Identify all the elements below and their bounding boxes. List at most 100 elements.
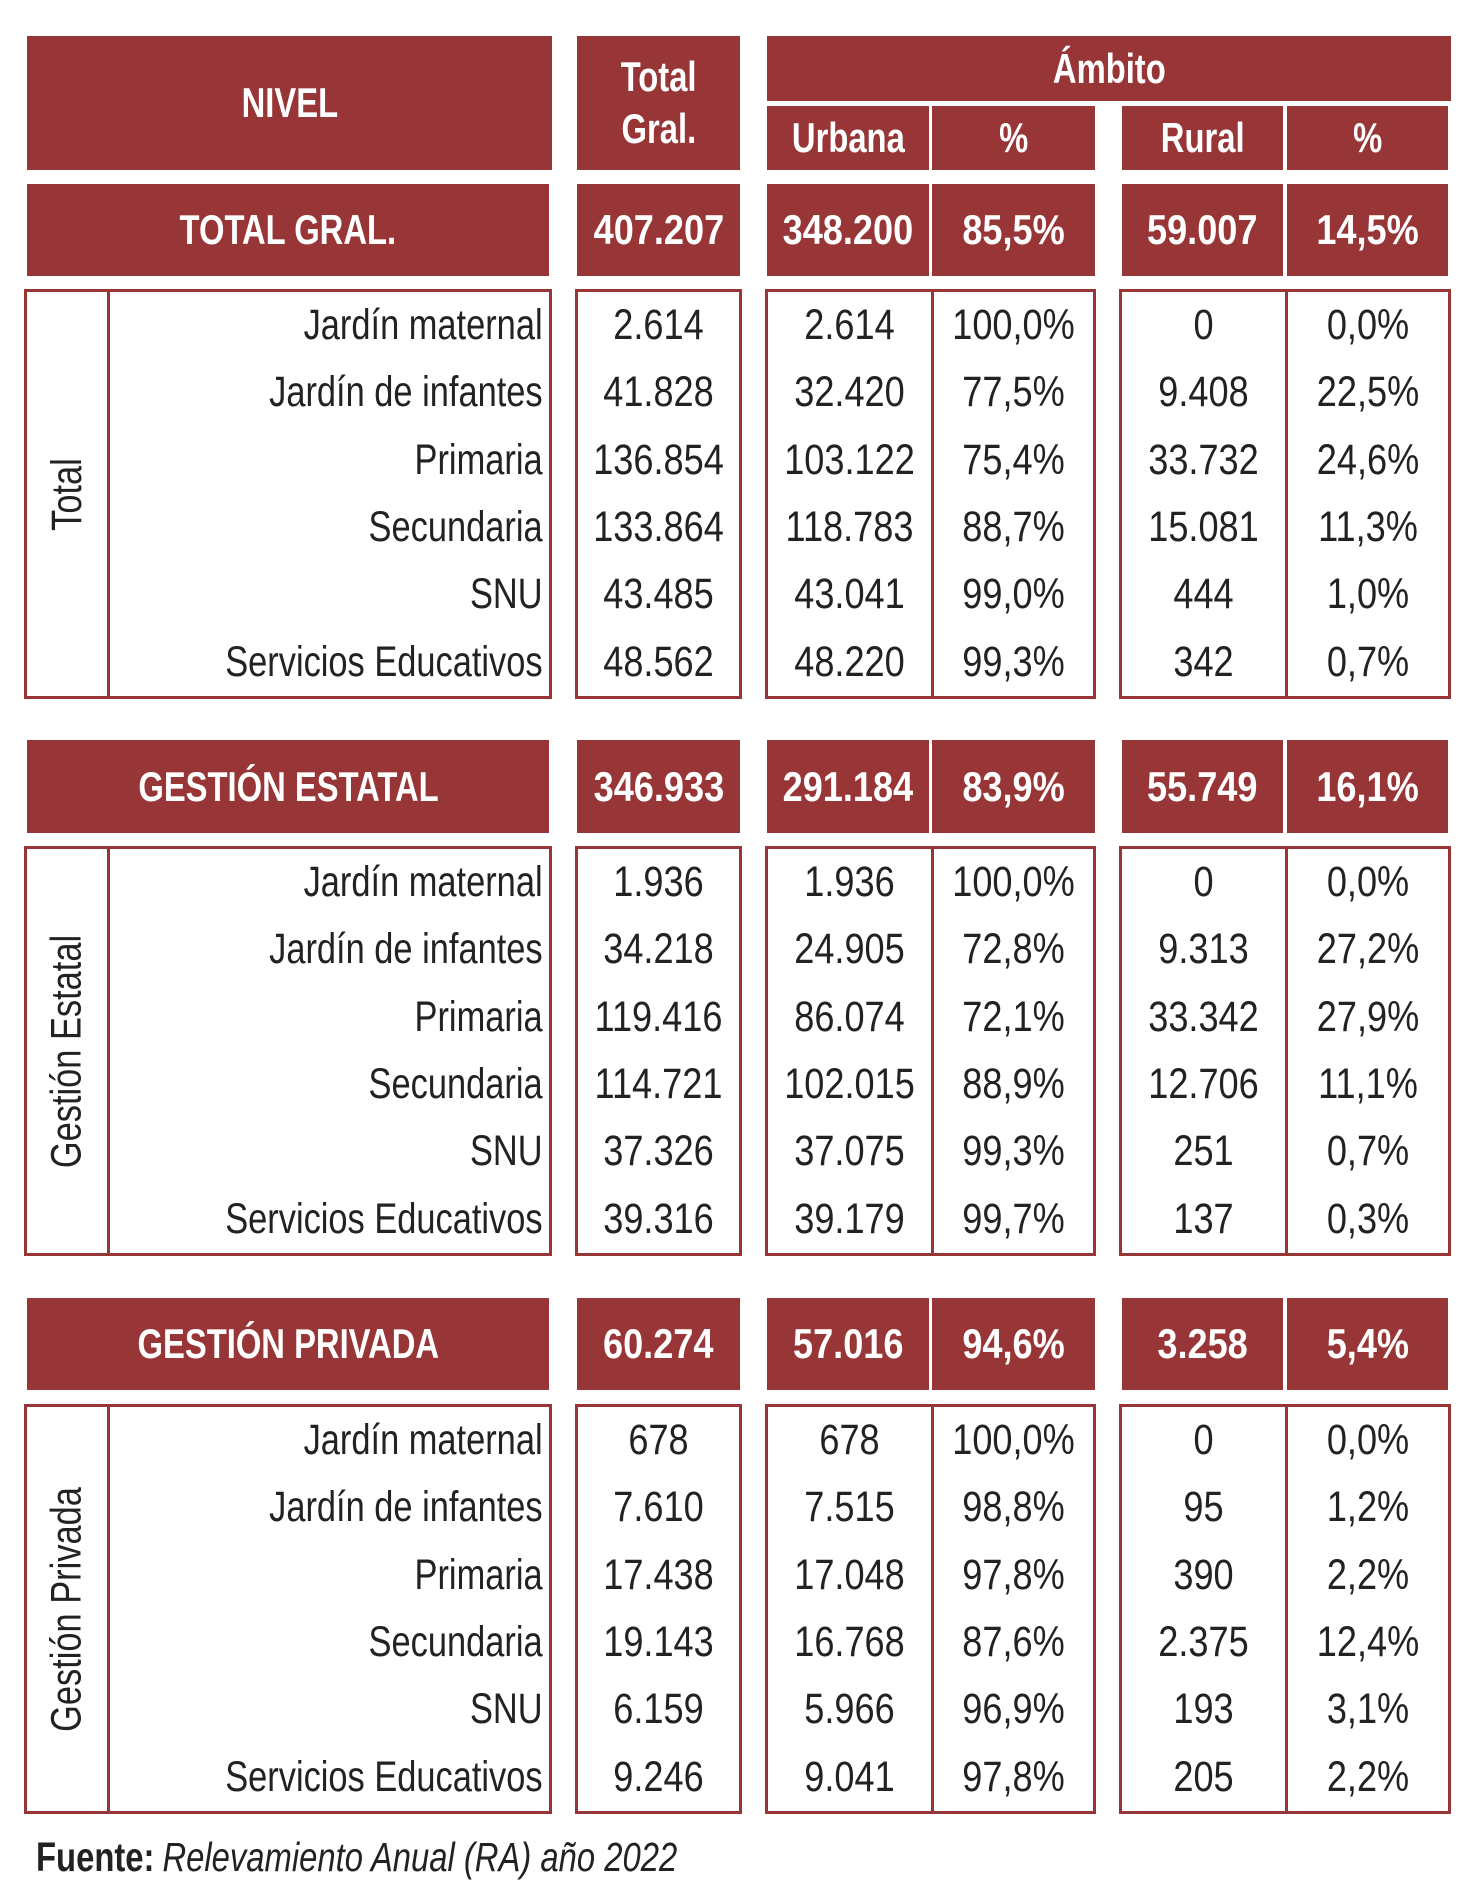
estatal-secundaria-urbana-pct: 88,9%: [962, 1060, 1065, 1109]
total-secundaria-rural-pct: 11,3%: [1318, 503, 1418, 552]
privada-secundaria-rural-pct: 12,4%: [1316, 1618, 1420, 1667]
estatal-servicios-educativos-rural-pct: 0,3%: [1326, 1194, 1410, 1243]
total-rural-pct-column: 0,0% 22,5% 24,6% 11,3% 1,0% 0,7%: [1285, 292, 1448, 696]
total-summary-rural-pct-cell: 14,5%: [1287, 184, 1448, 276]
estatal-servicios-educativos-rural: 137: [1173, 1194, 1234, 1243]
privada-summary-urbana-pct-cell: 94,6%: [932, 1298, 1095, 1390]
privada-jardin-de-infantes-rural-pct: 1,2%: [1326, 1483, 1410, 1532]
privada-secundaria-urbana-pct: 87,6%: [962, 1618, 1065, 1667]
estatal-secundaria-rural-pct: 11,1%: [1318, 1060, 1418, 1109]
privada-servicios-educativos-total-gral: 9.246: [613, 1752, 704, 1801]
estatal-jardin-de-infantes-nivel: Jardín de infantes: [269, 925, 543, 974]
total-summary-urbana-cell: 348.200: [767, 184, 929, 276]
estatal-servicios-educativos-urbana-pct: 99,7%: [962, 1194, 1065, 1243]
header-total-gral-line-2: Gral.: [621, 105, 696, 152]
estatal-jardin-de-infantes-rural: 9.313: [1158, 925, 1249, 974]
header-rural: Rural: [1122, 106, 1283, 170]
total-jardin-maternal-rural-pct: 0,0%: [1326, 301, 1410, 350]
privada-jardin-de-infantes-rural: 95: [1183, 1483, 1224, 1532]
total-secundaria-urbana-pct: 88,7%: [962, 503, 1065, 552]
total-jardin-maternal-total-gral: 2.614: [613, 301, 704, 350]
privada-summary-rural: 3.258: [1157, 1320, 1248, 1367]
estatal-primaria-urbana: 86.074: [794, 992, 905, 1041]
total-urbana-pct-column: 100,0% 77,5% 75,4% 88,7% 99,0% 99,3%: [931, 292, 1093, 696]
privada-urbana-pct-column: 100,0% 98,8% 97,8% 87,6% 96,9% 97,8%: [931, 1407, 1093, 1811]
privada-jardin-de-infantes-urbana: 7.515: [804, 1483, 895, 1532]
header-nivel: NIVEL: [27, 36, 552, 170]
privada-primaria-urbana-pct: 97,8%: [962, 1550, 1065, 1599]
estatal-rural-box: 0 9.313 33.342 12.706 251 137 0,0% 27,2%…: [1119, 846, 1451, 1256]
source-text: Relevamiento Anual (RA) año 2022: [162, 1834, 678, 1880]
estatal-secundaria-urbana: 102.015: [784, 1060, 915, 1109]
estatal-secundaria-rural: 12.706: [1148, 1060, 1259, 1109]
total-summary-rural: 59.007: [1147, 206, 1258, 253]
privada-summary-urbana: 57.016: [792, 1320, 904, 1367]
header-urbana-pct: %: [932, 106, 1095, 170]
header-ambito: Ámbito: [767, 36, 1451, 101]
total-jardin-maternal-urbana: 2.614: [804, 301, 895, 350]
total-jardin-maternal-nivel: Jardín maternal: [303, 301, 543, 350]
total-servicios-educativos-rural: 342: [1173, 637, 1234, 686]
total-snu-urbana: 43.041: [794, 570, 905, 619]
total-total-gral-box: 2.614 41.828 136.854 133.864 43.485 48.5…: [575, 289, 742, 699]
privada-rural-pct-column: 0,0% 1,2% 2,2% 12,4% 3,1% 2,2%: [1285, 1407, 1448, 1811]
total-jardin-de-infantes-urbana-pct: 77,5%: [962, 368, 1065, 417]
estatal-nivel-box: Gestión Estatal Jardín maternal Jardín d…: [24, 846, 552, 1256]
source-label: Fuente:: [36, 1834, 155, 1880]
total-snu-total-gral: 43.485: [603, 570, 714, 619]
estatal-total-gral-box: 1.936 34.218 119.416 114.721 37.326 39.3…: [575, 846, 742, 1256]
privada-summary-rural-cell: 3.258: [1122, 1298, 1283, 1390]
total-secundaria-nivel: Secundaria: [368, 503, 543, 552]
estatal-summary-rural-pct-cell: 16,1%: [1287, 740, 1448, 833]
total-primaria-urbana-pct: 75,4%: [962, 435, 1065, 484]
total-secundaria-total-gral: 133.864: [593, 503, 724, 552]
total-secundaria-rural: 15.081: [1148, 503, 1259, 552]
privada-summary-urbana-pct: 94,6%: [962, 1320, 1065, 1367]
total-summary-urbana-pct-cell: 85,5%: [932, 184, 1095, 276]
total-group-label: Total: [42, 457, 91, 531]
total-summary-label-cell: TOTAL GRAL.: [27, 184, 549, 276]
privada-jardin-maternal-rural: 0: [1193, 1416, 1214, 1465]
header-urbana-pct-label: %: [998, 114, 1029, 161]
total-urbana-box: 2.614 32.420 103.122 118.783 43.041 48.2…: [765, 289, 1096, 699]
estatal-primaria-rural-pct: 27,9%: [1316, 992, 1420, 1041]
total-jardin-de-infantes-rural-pct: 22,5%: [1316, 368, 1420, 417]
estatal-snu-rural-pct: 0,7%: [1326, 1127, 1410, 1176]
estatal-summary-urbana-pct-cell: 83,9%: [932, 740, 1095, 833]
total-jardin-maternal-urbana-pct: 100,0%: [952, 301, 1075, 350]
total-servicios-educativos-nivel: Servicios Educativos: [225, 637, 543, 686]
privada-group-label-cell: Gestión Privada: [27, 1407, 107, 1811]
total-jardin-de-infantes-nivel: Jardín de infantes: [269, 368, 543, 417]
privada-jardin-maternal-nivel: Jardín maternal: [303, 1416, 543, 1465]
estatal-servicios-educativos-nivel: Servicios Educativos: [225, 1194, 543, 1243]
total-nivel-column: Jardín maternal Jardín de infantes Prima…: [107, 292, 549, 696]
estatal-summary-total-gral-cell: 346.933: [577, 740, 740, 833]
total-jardin-de-infantes-urbana: 32.420: [794, 368, 905, 417]
estatal-jardin-maternal-nivel: Jardín maternal: [303, 858, 543, 907]
estatal-servicios-educativos-total-gral: 39.316: [603, 1194, 714, 1243]
privada-primaria-urbana: 17.048: [794, 1550, 905, 1599]
privada-jardin-maternal-rural-pct: 0,0%: [1326, 1416, 1410, 1465]
estatal-snu-nivel: SNU: [469, 1127, 543, 1176]
privada-servicios-educativos-rural-pct: 2,2%: [1326, 1752, 1410, 1801]
privada-nivel-box: Gestión Privada Jardín maternal Jardín d…: [24, 1404, 552, 1814]
header-urbana: Urbana: [767, 106, 929, 170]
estatal-primaria-total-gral: 119.416: [594, 992, 723, 1041]
total-primaria-urbana: 103.122: [784, 435, 915, 484]
estatal-total-gral-column: 1.936 34.218 119.416 114.721 37.326 39.3…: [578, 849, 739, 1253]
header-nivel-label: NIVEL: [241, 79, 338, 126]
privada-snu-total-gral: 6.159: [613, 1685, 704, 1734]
estatal-group-label: Gestión Estatal: [42, 934, 91, 1168]
total-summary-total-gral-cell: 407.207: [577, 184, 740, 276]
estatal-summary-rural-pct: 16,1%: [1316, 762, 1419, 810]
estatal-servicios-educativos-urbana: 39.179: [794, 1194, 905, 1243]
privada-snu-urbana: 5.966: [804, 1685, 895, 1734]
total-jardin-de-infantes-rural: 9.408: [1158, 368, 1249, 417]
privada-secundaria-rural: 2.375: [1158, 1618, 1249, 1667]
estatal-rural-pct-column: 0,0% 27,2% 27,9% 11,1% 0,7% 0,3%: [1285, 849, 1448, 1253]
estatal-snu-rural: 251: [1173, 1127, 1234, 1176]
privada-snu-urbana-pct: 96,9%: [962, 1685, 1065, 1734]
estatal-urbana-box: 1.936 24.905 86.074 102.015 37.075 39.17…: [765, 846, 1096, 1256]
estatal-rural-column: 0 9.313 33.342 12.706 251 137: [1122, 849, 1285, 1253]
